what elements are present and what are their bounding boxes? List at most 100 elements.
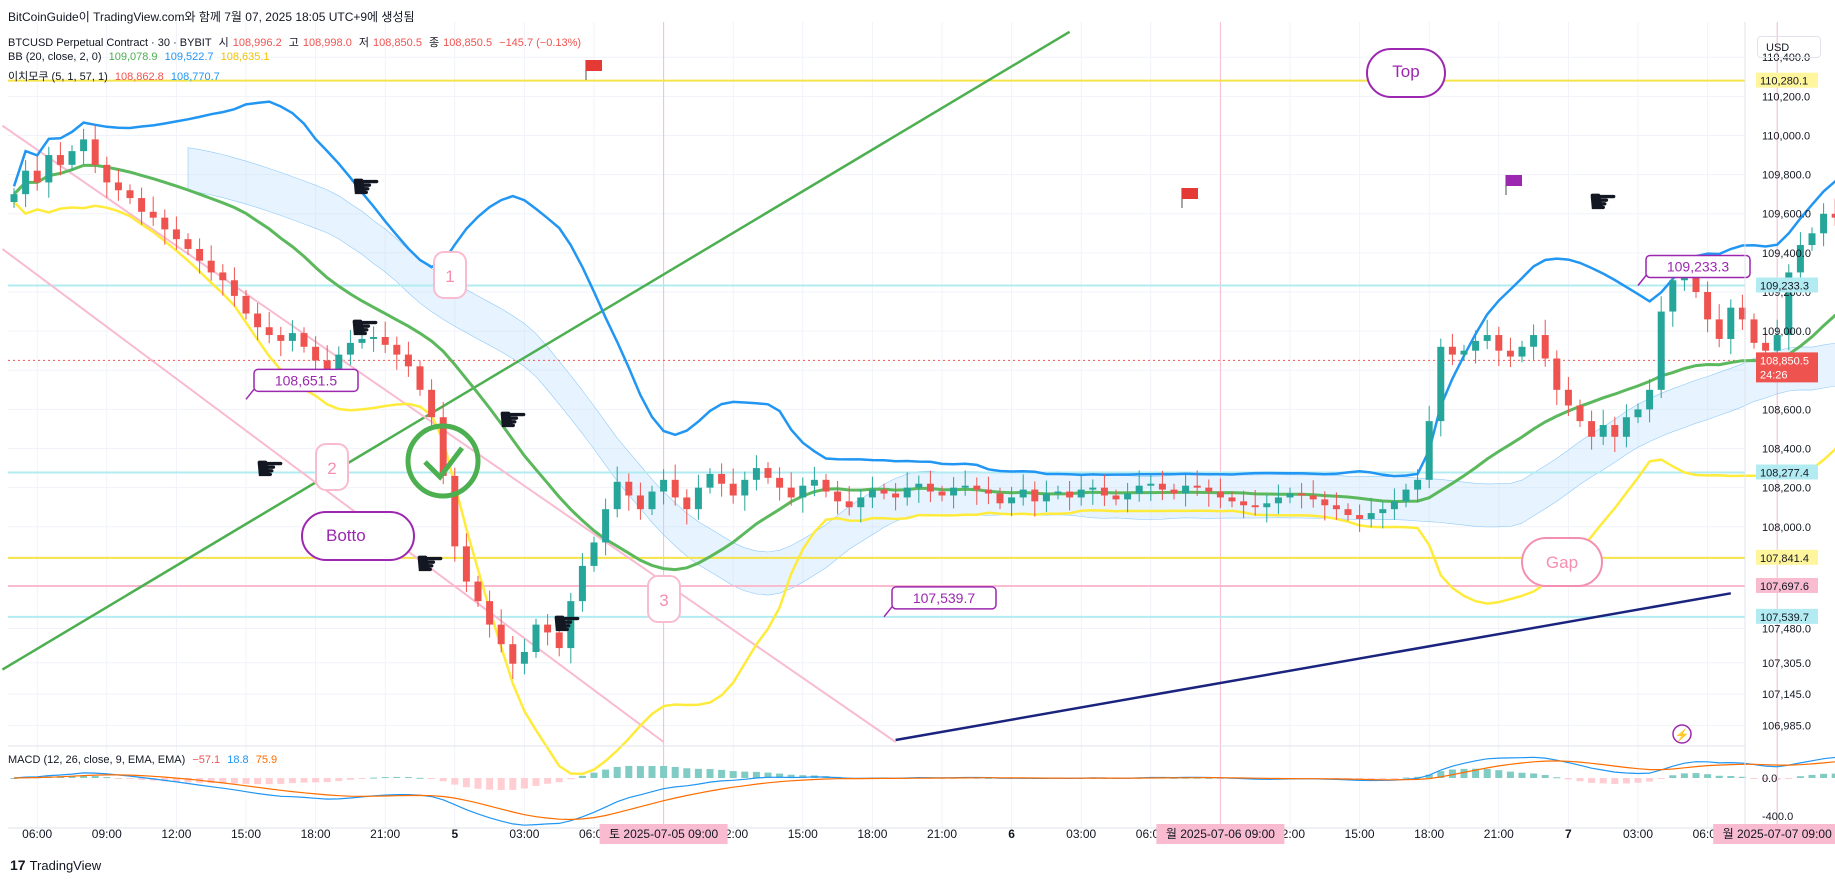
price-tick-label: 110,000.0 (1762, 130, 1810, 142)
macd-histogram-bar (1773, 778, 1781, 780)
candle (636, 495, 644, 510)
candle (1089, 487, 1097, 490)
candle (1762, 342, 1770, 351)
check-circle-icon (405, 423, 481, 499)
candle (1646, 389, 1654, 410)
price-badge (1756, 464, 1818, 480)
macd-histogram-bar (1785, 778, 1793, 779)
pointing-hand-icon: ☛ (498, 401, 528, 439)
candle (404, 354, 412, 367)
macd-histogram-bar (242, 778, 250, 784)
candle (787, 487, 795, 498)
candle (1390, 501, 1398, 510)
open-value: 108,996.2 (232, 37, 282, 49)
candle (1170, 489, 1178, 494)
ichimoku-cloud (187, 147, 1835, 596)
candle (358, 338, 366, 343)
macd-histogram-bar (752, 771, 760, 778)
macd-histogram-bar (462, 778, 470, 788)
candle (892, 493, 900, 498)
candle (149, 211, 157, 218)
candle (648, 491, 656, 510)
price-tick-label: 108,000.0 (1762, 522, 1811, 534)
macd-histogram-bar (1448, 769, 1456, 778)
macd-histogram-bar (1622, 778, 1630, 784)
ichimoku-line[interactable]: 이치모쿠 (5, 1, 57, 1) 108,862.8 108,770.7 (8, 68, 224, 84)
macd-histogram-bar (172, 778, 180, 782)
time-tick-label: 03:00 (1066, 827, 1096, 841)
macd-histogram-bar (1715, 775, 1723, 778)
macd-pane: 0.0 -400.0 (8, 745, 1835, 826)
gap-callout (1521, 537, 1603, 587)
ichimoku-v1: 108,862.8 (114, 71, 164, 83)
candle (671, 479, 679, 498)
date-badge (599, 824, 728, 844)
macd-histogram-bar (567, 778, 575, 780)
candle (1669, 280, 1677, 312)
trend-line-pink-upper (1, 124, 897, 743)
candle (1100, 487, 1108, 496)
candle (1692, 272, 1700, 292)
macd-histogram-bar (544, 778, 552, 784)
candle (845, 501, 853, 508)
macd-histogram-bar (625, 765, 633, 778)
publish-line: BitCoinGuide이 TradingView.com와 함께 7월 07,… (8, 10, 415, 24)
candle (602, 509, 610, 543)
bb-lower-line (13, 201, 1835, 776)
price-badge (1756, 608, 1818, 624)
candle (544, 624, 552, 633)
wave-number-text: 2 (327, 459, 336, 478)
tradingview-logo[interactable]: 17 TradingView (10, 857, 101, 873)
candle (242, 295, 250, 314)
candle (1738, 307, 1746, 320)
trend-line-navy (895, 592, 1732, 742)
date-badge-text: 월 2025-07-07 09:00 (1723, 827, 1832, 841)
candle (973, 485, 981, 490)
close-label: 종 (429, 37, 440, 49)
price-tick-label: 107,305.0 (1762, 658, 1811, 670)
macd-histogram-bar (706, 769, 714, 778)
candle (312, 346, 320, 361)
alert-lightning-icon (1672, 724, 1692, 744)
macd-histogram-bar (1831, 773, 1835, 778)
macd-histogram-bar (312, 778, 320, 783)
candle (265, 327, 273, 336)
macd-histogram-bar (207, 778, 215, 784)
currency-button[interactable]: USD (1757, 36, 1821, 58)
candle (497, 624, 505, 645)
macd-histogram-bar (1762, 778, 1770, 780)
price-badge (1756, 277, 1818, 293)
candle (486, 601, 494, 625)
candle (1425, 421, 1433, 480)
candle (33, 170, 41, 183)
macd-histogram-bar (1437, 771, 1445, 778)
macd-histogram-bar (1692, 773, 1700, 778)
price-tick-label: 108,200.0 (1762, 483, 1811, 495)
macd-histogram-bar (520, 778, 528, 789)
candle (1019, 489, 1027, 498)
cloud-area (187, 147, 1835, 596)
candle (729, 483, 737, 496)
macd-histogram-bar (1750, 778, 1758, 779)
candle (1437, 346, 1445, 422)
candle (1495, 335, 1503, 351)
gap-callout-text: Gap (1546, 553, 1578, 572)
macd-histogram-bar (1367, 778, 1375, 779)
candle (799, 485, 807, 498)
bb-basis-line (12, 163, 1835, 572)
price-badge-text: 107,539.7 (1760, 612, 1809, 624)
price-label-box (253, 368, 359, 393)
low-value: 108,850.5 (373, 37, 422, 49)
macd-histogram-bar (1390, 778, 1398, 779)
bb-line[interactable]: BB (20, close, 2, 0) 109,078.9 109,522.7… (8, 51, 274, 63)
macd-histogram-bar (602, 769, 610, 778)
macd-histogram-bar (1541, 775, 1549, 778)
price-label-box (1645, 254, 1751, 279)
macd-legend[interactable]: MACD (12, 26, close, 9, EMA, EMA) −57.1 … (8, 754, 277, 766)
candle (1460, 350, 1468, 355)
time-tick-label: 03:00 (509, 827, 539, 841)
macd-histogram-bar (184, 778, 192, 783)
candle (683, 497, 691, 510)
macd-histogram-bar (80, 775, 88, 778)
